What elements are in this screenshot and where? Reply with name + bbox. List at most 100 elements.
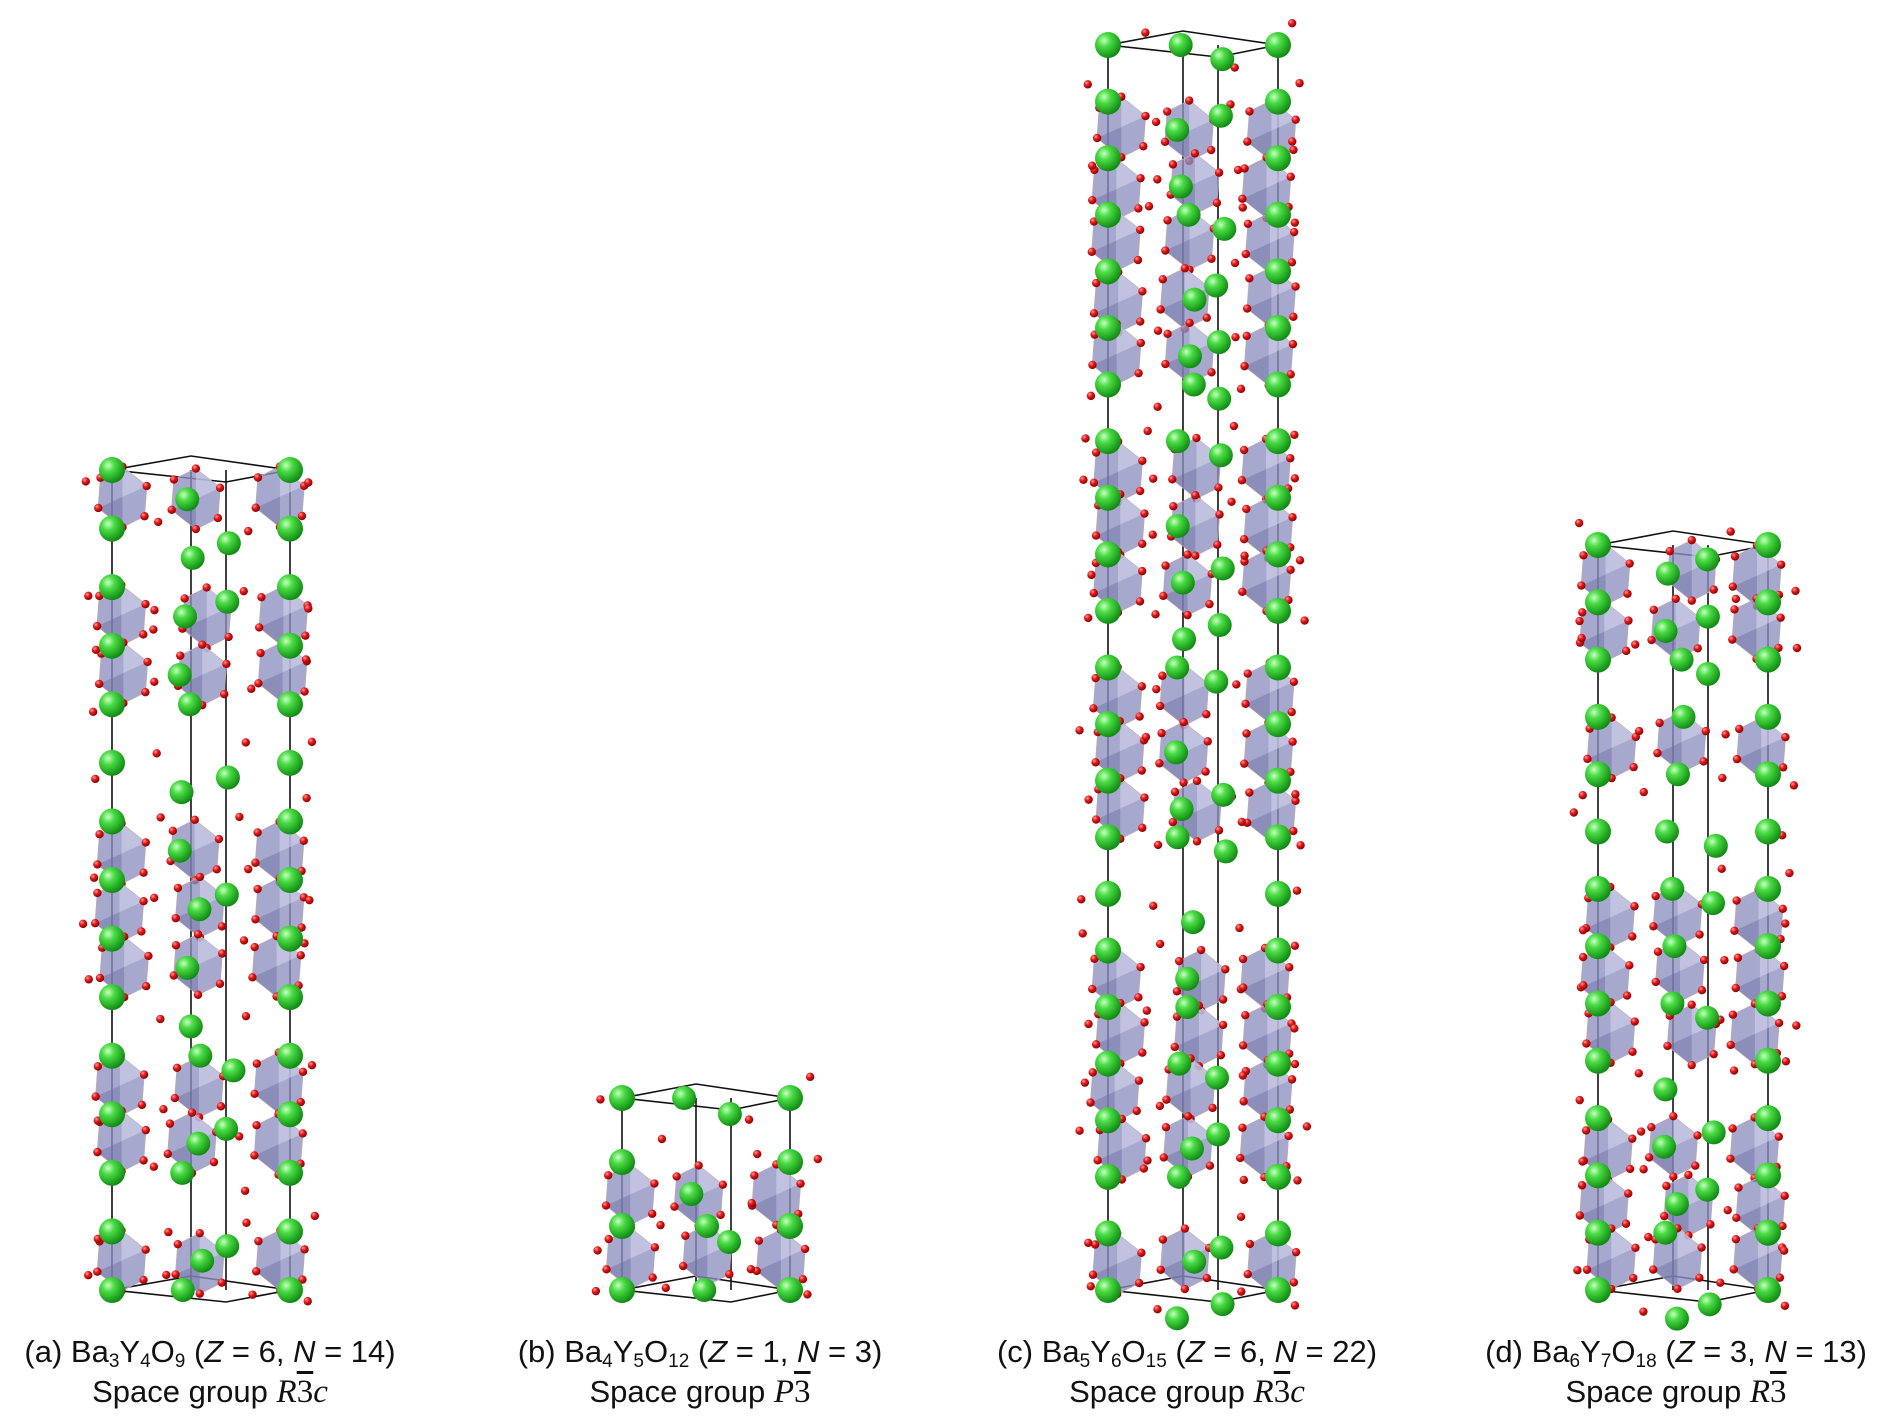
o-atom [1241,249,1250,259]
o-atom [169,475,179,484]
caption-c-space-group: Space group R3c [1069,1374,1305,1410]
o-atom [84,1270,93,1280]
o-atom [1170,1042,1179,1052]
ba-atom [170,1278,195,1302]
ba-atom [1204,273,1229,298]
ba-atom [99,515,125,542]
o-atom [657,1134,667,1144]
ba-atom [1168,174,1193,199]
ba-atom [99,1159,125,1186]
o-atom [1286,370,1295,379]
ba-atom [1166,1164,1191,1189]
o-atom [1655,718,1664,728]
ba-atom [1212,216,1237,241]
ba-atom [1653,618,1678,643]
ba-atom [1265,88,1291,115]
ba-atom [277,515,303,542]
o-atom [1214,483,1223,492]
o-atom [1734,1183,1743,1192]
o-atom [1242,729,1251,738]
o-atom [1088,360,1097,370]
y-octahedron [93,1226,150,1296]
caption-d-formula-line: (d) Ba6Y7O18 (Z = 3, N = 13) [1485,1334,1867,1372]
ba-atom [1701,891,1726,916]
o-atom [302,793,311,803]
ba-atom [1095,654,1121,681]
o-atom [746,1264,756,1274]
o-atom [1081,434,1090,443]
o-atom [1218,995,1228,1004]
o-atom [1214,168,1224,177]
o-atom [604,1171,613,1180]
ba-atom [177,692,202,717]
o-atom [1288,513,1297,522]
o-atom [1660,1211,1669,1221]
o-atom [1238,954,1248,964]
o-atom [244,526,253,536]
o-atom [1240,164,1249,173]
ba-atom [1265,428,1291,455]
o-atom [648,1273,657,1282]
ba-atom [1095,994,1121,1021]
ba-atom [1095,32,1121,58]
o-atom [1230,63,1239,72]
o-atom [173,1239,182,1249]
o-atom [1582,1039,1591,1048]
o-atom [190,815,199,825]
o-atom [235,1132,244,1141]
o-atom [1091,673,1100,683]
o-atom [1212,198,1222,208]
o-atom [1089,309,1099,318]
ba-atom [1211,782,1236,807]
o-atom [248,1290,257,1299]
ba-atom [1095,484,1121,511]
o-atom [91,1092,100,1101]
o-atom [1288,339,1298,349]
o-atom [1578,1157,1587,1166]
o-atom [1285,963,1294,972]
o-atom [140,512,149,521]
ba-atom [1695,1005,1720,1030]
ba-atom [1206,330,1231,355]
ba-atom [609,1085,635,1111]
o-atom [173,883,183,893]
ba-atom [1265,201,1291,228]
o-atom [1732,896,1741,905]
o-atom [1791,586,1800,596]
ba-atom [1182,287,1207,312]
ba-atom [99,984,125,1011]
o-atom [84,975,93,984]
o-atom [1137,566,1147,576]
o-atom [78,919,88,929]
o-atom [1235,923,1244,933]
o-atom [171,913,180,923]
ba-atom [1585,1162,1611,1189]
o-atom [1286,454,1295,463]
o-atom [1218,1020,1228,1030]
o-atom [212,865,221,874]
o-atom [137,1100,147,1110]
o-atom [301,631,310,640]
o-atom [1238,194,1247,203]
ba-atom [1165,825,1190,850]
ba-atom [1095,937,1121,964]
ba-atom [1755,875,1781,902]
ba-atom [277,749,303,776]
ba-atom [277,867,303,893]
o-atom [253,473,263,482]
o-atom [1161,246,1170,255]
o-atom [224,632,233,642]
o-atom [1236,1153,1245,1163]
o-atom [1728,1124,1737,1133]
o-atom [1774,1018,1784,1028]
o-atom [1214,826,1224,835]
o-atom [1133,255,1143,265]
o-atom [153,517,163,527]
ba-atom [99,1277,125,1303]
o-atom [1699,955,1709,965]
o-atom [1180,1284,1190,1294]
o-atom [1778,904,1787,913]
o-atom [1687,596,1696,605]
o-atom [171,941,181,950]
o-atom [1577,1181,1587,1190]
